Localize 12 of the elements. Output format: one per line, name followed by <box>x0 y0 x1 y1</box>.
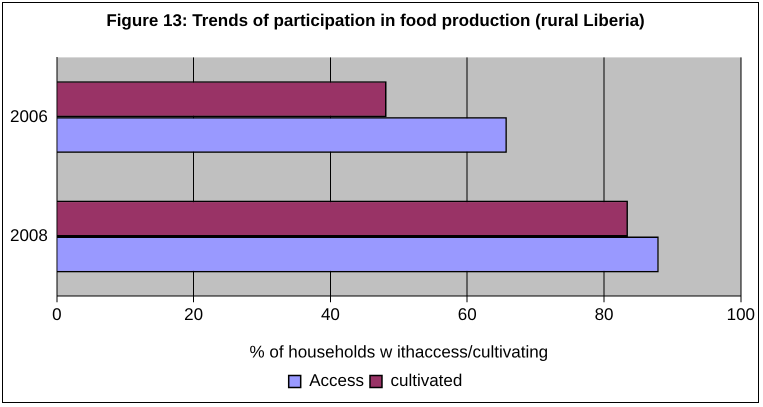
x-tick-label: 60 <box>458 305 477 324</box>
x-axis-title: % of households w ithaccess/cultivating <box>250 342 548 362</box>
x-tick-label: 40 <box>320 305 340 324</box>
legend-label: cultivated <box>390 371 462 390</box>
y-tick-label: 2008 <box>10 226 48 246</box>
chart-title: Figure 13: Trends of participation in food production (rural Liberia) <box>106 10 645 30</box>
x-tick-label: 20 <box>184 305 204 324</box>
y-tick-label: 2006 <box>10 106 48 126</box>
x-tick-label: 0 <box>52 305 62 324</box>
x-tick-label: 80 <box>594 305 614 324</box>
x-tick-label: 100 <box>726 305 756 324</box>
legend-label: Access <box>309 371 364 390</box>
